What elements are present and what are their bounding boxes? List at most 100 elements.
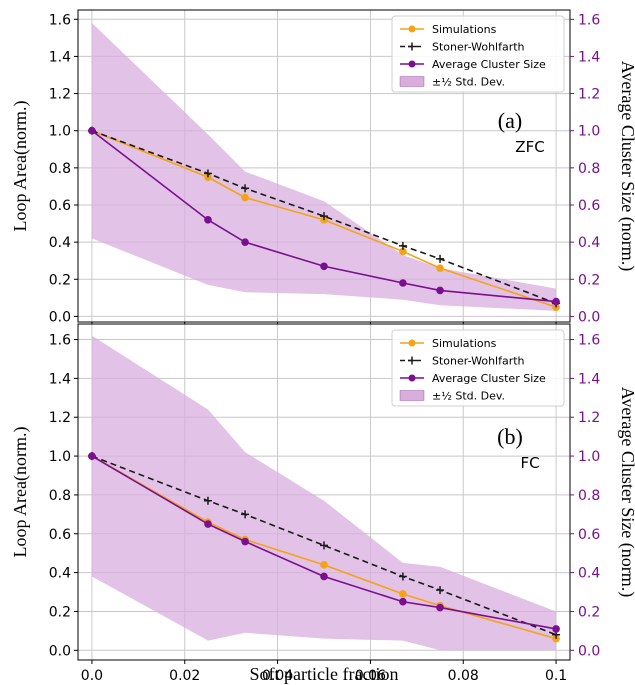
y-tick-label: 1.0 xyxy=(49,449,71,465)
y-tick-label: 0.8 xyxy=(49,161,71,177)
y-right-tick-label: 1.4 xyxy=(578,371,600,387)
legend-item: ±½ Std. Dev. xyxy=(399,390,505,403)
data-point-stoner-wohlfarth xyxy=(436,254,445,263)
legend-swatch-dot xyxy=(408,339,416,347)
legend-swatch-band xyxy=(399,76,425,87)
y-right-tick-label: 1.4 xyxy=(578,49,600,65)
y-tick-label: 0.4 xyxy=(49,235,71,251)
data-point-stoner-wohlfarth xyxy=(203,169,212,178)
y-tick-label: 1.2 xyxy=(49,410,71,426)
data-point-simulations xyxy=(399,590,407,598)
y-right-tick-label: 1.2 xyxy=(578,87,600,103)
y-axis-label: Loop Area(norm.) xyxy=(10,101,31,232)
data-point-average-cluster-size xyxy=(399,279,407,287)
data-point-average-cluster-size xyxy=(204,520,212,528)
legend: Simulations Stoner-Wohlfarth Average Clust… xyxy=(391,15,565,93)
data-point-stoner-wohlfarth xyxy=(320,541,328,550)
panel-a-zfc: 0.0 0.2 0.4 0.6 0.8 1.0 1.2 1.4 1.6 0.0 0.2 0.4 0.6 0… xyxy=(10,9,635,326)
data-point-simulations xyxy=(241,193,249,202)
y-tick-label: 0.8 xyxy=(49,488,71,504)
condition-label: FC xyxy=(520,454,539,472)
condition-label: ZFC xyxy=(515,138,544,156)
data-point-average-cluster-size xyxy=(88,452,96,460)
legend: Simulations Stoner-Wohlfarth Average Clust… xyxy=(391,329,565,407)
legend-item: Stoner-Wohlfarth xyxy=(400,355,525,368)
data-point-average-cluster-size xyxy=(204,216,212,224)
y-right-tick-label: 0.0 xyxy=(578,643,600,659)
y-right-tick-label: 0.2 xyxy=(578,272,600,288)
legend-item: Simulations xyxy=(400,337,497,350)
y-right-tick-label: 1.0 xyxy=(578,449,600,465)
data-point-stoner-wohlfarth xyxy=(241,510,250,519)
legend-swatch-dot xyxy=(408,374,416,382)
x-tick-label: 0.0 xyxy=(81,668,103,684)
y-right-tick-label: 0.0 xyxy=(578,309,600,325)
legend-swatch-band xyxy=(399,390,425,401)
y-tick-label: 1.6 xyxy=(49,333,71,349)
panel-label: (b) xyxy=(497,424,523,449)
x-tick-label: 0.02 xyxy=(169,668,200,684)
data-point-average-cluster-size xyxy=(436,286,444,295)
y-tick-label: 0.6 xyxy=(49,198,71,214)
data-point-average-cluster-size xyxy=(320,262,328,271)
data-point-stoner-wohlfarth xyxy=(241,184,250,193)
y-right-axis-label: Average Cluster Size (norm.) xyxy=(617,61,635,272)
legend-swatch-dot xyxy=(408,60,416,68)
data-point-average-cluster-size xyxy=(241,238,249,246)
legend-item: Average Cluster Size xyxy=(400,372,546,385)
legend-label: Simulations xyxy=(432,337,497,350)
legend-item: ±½ Std. Dev. xyxy=(399,76,505,89)
data-point-simulations xyxy=(436,264,444,272)
legend-item: Average Cluster Size xyxy=(400,58,546,71)
x-tick-label: 0.04 xyxy=(262,668,293,684)
data-point-average-cluster-size xyxy=(399,597,407,606)
data-point-average-cluster-size xyxy=(552,297,560,306)
data-point-stoner-wohlfarth xyxy=(320,212,328,221)
y-tick-label: 1.6 xyxy=(49,12,71,28)
std-dev-band xyxy=(91,23,557,311)
panel-label: (a) xyxy=(498,108,522,133)
legend-label: Stoner-Wohlfarth xyxy=(432,355,525,368)
y-right-tick-label: 0.8 xyxy=(578,488,600,504)
data-point-stoner-wohlfarth xyxy=(436,586,445,595)
y-tick-label: 1.0 xyxy=(49,124,71,140)
data-point-average-cluster-size xyxy=(552,625,560,633)
legend-item: Stoner-Wohlfarth xyxy=(400,41,525,54)
panel-b-fc: 0.0 0.2 0.4 0.6 0.8 1.0 1.2 1.4 1.6 0.0 0.2 0.4 0.6 0… xyxy=(10,323,635,684)
legend-item: Simulations xyxy=(400,23,497,36)
data-point-stoner-wohlfarth xyxy=(398,572,407,581)
data-point-average-cluster-size xyxy=(88,126,96,135)
data-point-average-cluster-size xyxy=(241,537,249,546)
y-right-tick-label: 0.4 xyxy=(578,235,600,251)
y-tick-label: 1.4 xyxy=(49,371,71,387)
y-tick-label: 0.2 xyxy=(49,604,71,620)
legend-label: Simulations xyxy=(432,23,497,36)
y-axis-label: Loop Area(norm.) xyxy=(10,427,31,558)
y-tick-label: 0.2 xyxy=(49,272,71,288)
data-point-simulations xyxy=(399,247,407,256)
data-point-simulations xyxy=(320,561,328,569)
legend-label: Stoner-Wohlfarth xyxy=(432,41,525,54)
legend-label: ±½ Std. Dev. xyxy=(432,390,505,403)
y-right-tick-label: 1.6 xyxy=(578,12,600,28)
data-point-stoner-wohlfarth xyxy=(203,496,212,505)
y-right-tick-label: 1.6 xyxy=(578,333,600,349)
y-right-tick-label: 1.2 xyxy=(578,410,600,426)
y-right-tick-label: 0.8 xyxy=(578,161,600,177)
y-tick-label: 0.0 xyxy=(49,309,71,325)
y-tick-label: 1.2 xyxy=(49,87,71,103)
legend-swatch-dot xyxy=(408,25,416,33)
legend-label: Average Cluster Size xyxy=(432,58,546,71)
y-right-axis-label: Average Cluster Size (norm.) xyxy=(617,387,635,598)
y-tick-label: 0.0 xyxy=(49,643,71,659)
y-tick-label: 0.4 xyxy=(49,566,71,582)
plot-frame xyxy=(77,9,571,323)
x-tick-label: 0.08 xyxy=(448,668,479,684)
legend-label: Average Cluster Size xyxy=(432,372,546,385)
data-point-average-cluster-size xyxy=(320,572,328,581)
legend-box xyxy=(391,329,565,407)
x-tick-label: 0.06 xyxy=(355,668,386,684)
data-point-average-cluster-size xyxy=(436,603,444,612)
y-right-tick-label: 0.6 xyxy=(578,198,600,214)
y-tick-label: 1.4 xyxy=(49,49,71,65)
